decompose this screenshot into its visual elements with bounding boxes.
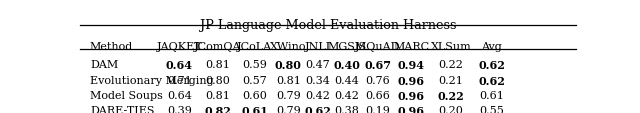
Text: 0.60: 0.60 bbox=[242, 90, 267, 100]
Text: 0.79: 0.79 bbox=[276, 90, 301, 100]
Text: 0.81: 0.81 bbox=[205, 90, 230, 100]
Text: 0.47: 0.47 bbox=[306, 60, 330, 70]
Text: DAM: DAM bbox=[90, 60, 118, 70]
Text: 0.62: 0.62 bbox=[478, 60, 505, 71]
Text: 0.22: 0.22 bbox=[438, 90, 465, 101]
Text: 0.42: 0.42 bbox=[306, 90, 330, 100]
Text: MARC: MARC bbox=[393, 41, 429, 51]
Text: 0.79: 0.79 bbox=[276, 105, 301, 113]
Text: 0.34: 0.34 bbox=[306, 75, 330, 85]
Text: JNLI: JNLI bbox=[305, 41, 332, 51]
Text: 0.19: 0.19 bbox=[365, 105, 390, 113]
Text: JAQKET: JAQKET bbox=[156, 41, 202, 51]
Text: 0.80: 0.80 bbox=[275, 60, 301, 71]
Text: 0.38: 0.38 bbox=[335, 105, 359, 113]
Text: XLSum: XLSum bbox=[431, 41, 472, 51]
Text: Avg: Avg bbox=[481, 41, 502, 51]
Text: 0.96: 0.96 bbox=[398, 90, 425, 101]
Text: 0.80: 0.80 bbox=[205, 75, 230, 85]
Text: 0.57: 0.57 bbox=[242, 75, 267, 85]
Text: JP Language Model Evaluation Harness: JP Language Model Evaluation Harness bbox=[200, 19, 456, 32]
Text: 0.62: 0.62 bbox=[305, 105, 332, 113]
Text: 0.55: 0.55 bbox=[479, 105, 504, 113]
Text: 0.42: 0.42 bbox=[335, 90, 359, 100]
Text: 0.81: 0.81 bbox=[205, 60, 230, 70]
Text: 0.67: 0.67 bbox=[364, 60, 391, 71]
Text: 0.96: 0.96 bbox=[398, 75, 425, 86]
Text: 0.21: 0.21 bbox=[438, 75, 463, 85]
Text: JCoLA: JCoLA bbox=[237, 41, 272, 51]
Text: Model Soups: Model Soups bbox=[90, 90, 163, 100]
Text: 0.40: 0.40 bbox=[333, 60, 360, 71]
Text: DARE-TIES: DARE-TIES bbox=[90, 105, 154, 113]
Text: XWino: XWino bbox=[270, 41, 307, 51]
Text: 0.71: 0.71 bbox=[167, 75, 191, 85]
Text: Method: Method bbox=[90, 41, 133, 51]
Text: 0.81: 0.81 bbox=[276, 75, 301, 85]
Text: 0.20: 0.20 bbox=[438, 105, 463, 113]
Text: 0.61: 0.61 bbox=[241, 105, 268, 113]
Text: 0.59: 0.59 bbox=[242, 60, 267, 70]
Text: JSQuAD: JSQuAD bbox=[355, 41, 401, 51]
Text: 0.76: 0.76 bbox=[365, 75, 390, 85]
Text: 0.22: 0.22 bbox=[438, 60, 463, 70]
Text: 0.64: 0.64 bbox=[167, 90, 191, 100]
Text: 0.96: 0.96 bbox=[398, 105, 425, 113]
Text: 0.82: 0.82 bbox=[204, 105, 231, 113]
Text: 0.64: 0.64 bbox=[166, 60, 193, 71]
Text: 0.44: 0.44 bbox=[335, 75, 359, 85]
Text: 0.94: 0.94 bbox=[398, 60, 425, 71]
Text: Evolutionary Merging: Evolutionary Merging bbox=[90, 75, 214, 85]
Text: MGSM: MGSM bbox=[327, 41, 367, 51]
Text: 0.66: 0.66 bbox=[365, 90, 390, 100]
Text: 0.61: 0.61 bbox=[479, 90, 504, 100]
Text: JComQA: JComQA bbox=[194, 41, 242, 51]
Text: 0.62: 0.62 bbox=[478, 75, 505, 86]
Text: 0.39: 0.39 bbox=[167, 105, 191, 113]
